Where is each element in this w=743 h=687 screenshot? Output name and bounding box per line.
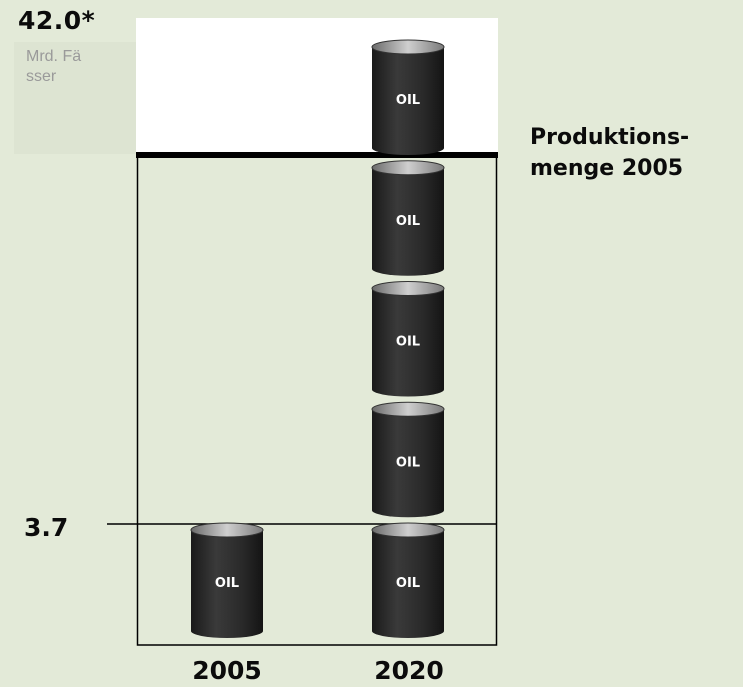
threshold-label: Produktions-menge 2005 [530,122,689,184]
oil-barrel-2020-5: OIL [371,39,445,155]
threshold-label-line: menge 2005 [530,156,684,181]
barrel-label: OIL [396,214,420,229]
threshold-label-line: Produktions- [530,125,690,150]
x-tick-label-2005: 2005 [192,656,262,685]
oil-barrel-2020-4: OIL [371,160,445,276]
oil-barrel-2020-1: OIL [371,522,445,638]
barrel-label: OIL [396,576,420,591]
low-value-label: 3.7 [24,513,69,542]
unit-label-box [14,42,136,154]
barrel-label: OIL [215,576,239,591]
unit-label: Mrd. Fässer [26,48,82,85]
high-value-label: 42.0* [18,6,96,35]
barrel-label: OIL [396,455,420,470]
barrel-label: OIL [396,93,420,108]
oil-barrel-2005-1: OIL [190,522,264,638]
oil-barrel-2020-3: OIL [371,281,445,397]
oil-barrel-2020-2: OIL [371,401,445,518]
barrel-label: OIL [396,335,420,350]
x-tick-label-2020: 2020 [374,656,444,685]
